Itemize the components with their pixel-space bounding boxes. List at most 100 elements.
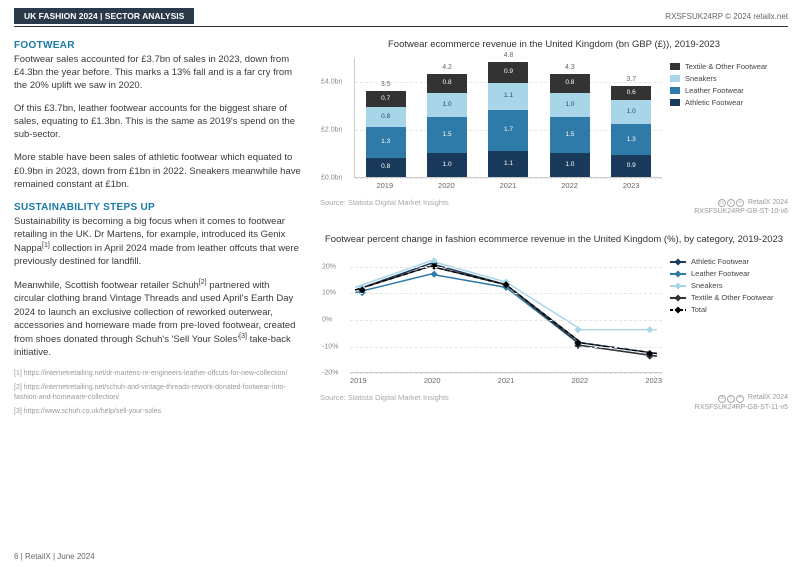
section-title-sustainability: SUSTAINABILITY STEPS UP (14, 202, 155, 213)
bar-segment: 1.1 (488, 151, 528, 177)
bar-total-label: 4.3 (550, 64, 590, 71)
y-axis-label: £0.0bn (321, 175, 342, 182)
legend-line-mark (670, 261, 686, 263)
x-axis-label: 2021 (498, 376, 515, 385)
chart-change-legend: Athletic Footwear Leather Footwear Sneaker… (670, 253, 788, 385)
legend-label: Total (691, 305, 707, 314)
legend-line-mark (670, 285, 686, 287)
bar-segment: 0.8 (427, 74, 467, 93)
chart-change-title: Footwear percent change in fashion ecomm… (320, 234, 788, 245)
stacked-bars: £0.0bn£2.0bn£4.0bn0.81.30.80.73.51.01.51… (354, 58, 662, 178)
legend-label: Leather Footwear (691, 269, 750, 278)
bar-segment: 1.5 (550, 117, 590, 153)
para-1: Footwear sales accounted for £3.7bn of s… (14, 54, 292, 91)
y-axis-label: -10% (322, 343, 338, 350)
y-axis-label: 20% (322, 263, 336, 270)
bar-segment: 1.0 (427, 153, 467, 177)
y-axis-label: 10% (322, 290, 336, 297)
bar-segment: 0.8 (366, 158, 406, 177)
footnote-ref-1: [1] (42, 242, 50, 249)
legend-item: Sneakers (670, 281, 788, 290)
line-marker (431, 271, 438, 278)
x-axis-label: 2023 (645, 376, 662, 385)
brand-label: RetailX 2024 (748, 394, 788, 401)
x-axis-label: 2022 (571, 376, 588, 385)
para-3: More stable have been sales of athletic … (14, 151, 302, 190)
legend-label: Sneakers (691, 281, 723, 290)
chart-change: Footwear percent change in fashion ecomm… (320, 234, 788, 411)
y-axis-label: £4.0bn (321, 79, 342, 86)
para-5a: Meanwhile, Scottish footwear retailer Sc… (14, 280, 199, 291)
bar-segment: 0.9 (488, 62, 528, 84)
bar-segment: 1.0 (611, 100, 651, 124)
text-column: FOOTWEAR Footwear sales accounted for £3… (14, 39, 302, 430)
legend-swatch (670, 99, 680, 106)
chart-revenue-legend: Textile & Other Footwear Sneakers Leather … (670, 58, 788, 190)
y-axis-label: -20% (322, 370, 338, 377)
bar-x-labels: 20192020202120222023 (354, 181, 662, 190)
legend-label: Sneakers (685, 74, 717, 83)
x-axis-label: 2019 (350, 376, 367, 385)
header-tag: UK FASHION 2024 | SECTOR ANALYSIS (14, 8, 194, 24)
chart-change-source: Source: Statista Digital Market Insights (320, 393, 449, 402)
cc-icons: cc i = (718, 395, 744, 403)
legend-item: Textile & Other Footwear (670, 62, 788, 71)
legend-item: Total (670, 305, 788, 314)
bar-segment: 1.0 (427, 93, 467, 117)
x-axis-label: 2023 (623, 181, 640, 190)
chart-code-2: RXSFSUK24RP-GB-ST-11-v5 (695, 404, 788, 411)
bar-total-label: 4.8 (488, 52, 528, 59)
cc-icon: cc (718, 395, 726, 403)
bar-segment: 1.0 (550, 153, 590, 177)
legend-item: Leather Footwear (670, 86, 788, 95)
footnote-ref-3: [3] (239, 333, 247, 340)
footnote-2: [2] https://internetretailing.net/schuh-… (14, 383, 302, 404)
chart-change-attribution: cc i = RetailX 2024 RXSFSUK24RP-GB-ST-11… (695, 393, 788, 411)
legend-line-mark (670, 273, 686, 275)
chart-code-1: RXSFSUK24RP-GB-ST-10-v6 (694, 208, 788, 215)
bar-segment: 0.8 (550, 74, 590, 93)
legend-label: Athletic Footwear (691, 257, 749, 266)
bar-total-label: 4.2 (427, 64, 467, 71)
bar-segment: 1.1 (488, 83, 528, 109)
y-axis-label: 0% (322, 317, 332, 324)
line-x-labels: 20192020202120222023 (350, 376, 662, 385)
bar-segment: 0.9 (611, 155, 651, 177)
legend-line-mark (670, 297, 686, 299)
chart-revenue: Footwear ecommerce revenue in the United… (320, 39, 788, 216)
bar-segment: 1.3 (611, 124, 651, 155)
bar-segment: 1.7 (488, 110, 528, 151)
legend-label: Athletic Footwear (685, 98, 743, 107)
bar-segment: 0.8 (366, 107, 406, 126)
x-axis-label: 2022 (561, 181, 578, 190)
legend-swatch (670, 87, 680, 94)
cc-by-icon: i (727, 395, 735, 403)
bar-total-label: 3.5 (366, 81, 406, 88)
chart-revenue-title: Footwear ecommerce revenue in the United… (320, 39, 788, 50)
footnote-1: [1] https://internetretailing.net/dr-mar… (14, 369, 302, 380)
x-axis-label: 2019 (376, 181, 393, 190)
bar-segment: 1.0 (550, 93, 590, 117)
legend-item: Leather Footwear (670, 269, 788, 278)
y-axis-label: £2.0bn (321, 127, 342, 134)
legend-swatch (670, 63, 680, 70)
footer: 6 | RetailX | June 2024 (14, 552, 95, 561)
line-marker (574, 327, 581, 334)
legend-item: Athletic Footwear (670, 98, 788, 107)
footnote-3: [3] https://www.schuh.co.uk/help/sell-yo… (14, 407, 302, 418)
chart-revenue-attribution: cc i = RetailX 2024 RXSFSUK24RP-GB-ST-10… (694, 198, 788, 216)
para-4b: collection in April 2024 made from leath… (14, 243, 299, 267)
brand-label: RetailX 2024 (748, 199, 788, 206)
bar-segment: 1.3 (366, 127, 406, 158)
cc-by-icon: i (727, 199, 735, 207)
bar-total-label: 3.7 (611, 76, 651, 83)
legend-item: Textile & Other Footwear (670, 293, 788, 302)
bar-segment: 0.6 (611, 86, 651, 100)
legend-label: Textile & Other Footwear (691, 293, 774, 302)
line-chart-area: -20%-10%0%10%20% (350, 253, 662, 373)
top-bar: UK FASHION 2024 | SECTOR ANALYSIS RXSFSU… (14, 8, 788, 27)
section-title-footwear: FOOTWEAR (14, 40, 75, 51)
footnotes: [1] https://internetretailing.net/dr-mar… (14, 369, 302, 417)
bar-segment: 1.5 (427, 117, 467, 153)
cc-icons: cc i = (718, 199, 744, 207)
